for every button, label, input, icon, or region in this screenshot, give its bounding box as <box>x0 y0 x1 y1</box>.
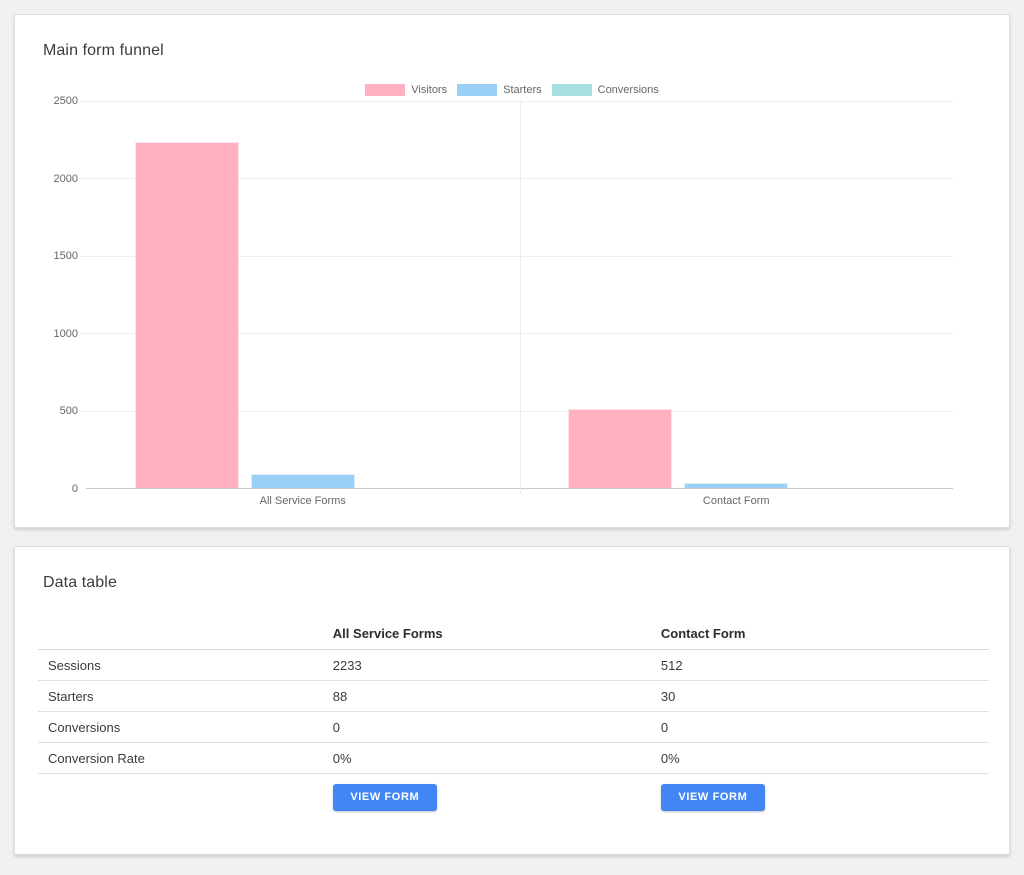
gridline <box>519 101 521 494</box>
funnel-card-title: Main form funnel <box>43 42 164 59</box>
view-form-button-0[interactable]: VIEW FORM <box>332 783 437 811</box>
legend-label: Starters <box>503 83 542 96</box>
gridline <box>80 178 953 180</box>
legend-swatch-icon <box>457 83 498 96</box>
table-row: Sessions 2233 512 <box>38 650 989 681</box>
y-axis-tick: 1500 <box>53 250 78 263</box>
x-axis-labels: All Service Forms Contact Form <box>15 495 1009 507</box>
data-table-card: Data table All Service Forms Contact Form… <box>14 546 1010 855</box>
funnel-chart-card: Main form funnel Visitors Starters Convers… <box>14 14 1010 528</box>
chart-category <box>86 101 520 488</box>
row-value: 0 <box>332 719 341 735</box>
chart-plot-area <box>80 101 954 494</box>
y-axis-tick: 2500 <box>53 95 78 107</box>
gridline <box>80 333 953 335</box>
bar-visitors-1 <box>568 408 673 488</box>
bar-visitors-0 <box>134 142 239 488</box>
y-axis-tick: 1000 <box>53 327 78 340</box>
legend-swatch-icon <box>365 83 406 96</box>
x-axis-label: Contact Form <box>702 495 770 507</box>
view-form-button-1[interactable]: VIEW FORM <box>660 783 765 811</box>
table-column-header: All Service Forms <box>332 626 443 641</box>
y-axis-tick: 500 <box>59 405 78 418</box>
table-buttons-row: VIEW FORM VIEW FORM <box>38 774 989 818</box>
table-header-row: All Service Forms Contact Form <box>38 618 989 650</box>
x-axis-label: All Service Forms <box>259 495 346 507</box>
row-value: 0% <box>660 750 680 766</box>
gridline <box>80 255 953 257</box>
y-axis-tick: 2000 <box>53 172 78 185</box>
row-label: Conversions <box>48 719 121 735</box>
table-row: Conversions 0 0 <box>38 712 989 743</box>
table-row: Starters 88 30 <box>38 681 989 712</box>
chart-legend: Visitors Starters Conversions <box>15 83 1009 96</box>
row-value: 2233 <box>332 657 362 673</box>
row-value: 30 <box>660 688 676 704</box>
legend-swatch-icon <box>551 83 592 96</box>
legend-label: Visitors <box>411 83 448 96</box>
row-label: Conversion Rate <box>48 750 145 766</box>
row-value: 88 <box>332 688 348 704</box>
gridline <box>80 410 953 412</box>
legend-item-conversions[interactable]: Conversions <box>551 83 659 96</box>
button-cell: VIEW FORM <box>660 783 989 811</box>
legend-item-starters[interactable]: Starters <box>457 83 542 96</box>
row-value: 512 <box>660 657 683 673</box>
button-cell: VIEW FORM <box>332 783 661 811</box>
row-value: 0 <box>660 719 669 735</box>
table-row: Conversion Rate 0% 0% <box>38 743 989 774</box>
bar-starters-1 <box>684 483 789 488</box>
y-axis-tick: 0 <box>71 483 78 495</box>
legend-label: Conversions <box>597 83 659 96</box>
chart-category <box>520 101 954 488</box>
bar-starters-0 <box>250 474 355 488</box>
legend-item-visitors[interactable]: Visitors <box>365 83 448 96</box>
gridline <box>80 101 953 102</box>
row-value: 0% <box>332 750 352 766</box>
table-column-header: Contact Form <box>660 626 746 641</box>
bar-chart: 0 500 1000 1500 2000 2500 <box>15 95 1009 495</box>
data-table: All Service Forms Contact Form Sessions 223… <box>38 618 989 818</box>
row-label: Sessions <box>48 657 101 673</box>
y-axis: 0 500 1000 1500 2000 2500 <box>36 95 86 495</box>
data-table-title: Data table <box>43 574 117 591</box>
row-label: Starters <box>48 688 94 704</box>
